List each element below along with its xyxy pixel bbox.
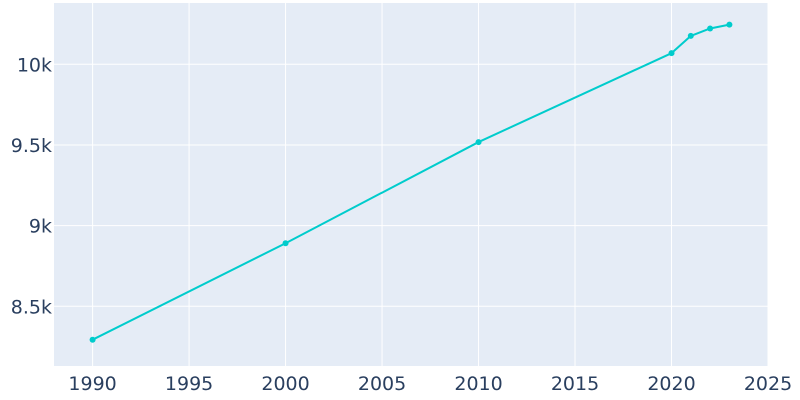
data-point (89, 336, 96, 343)
x-tick-label: 2020 (647, 373, 695, 395)
y-axis-ticks: 8.5k 9k 9.5k 10k (11, 54, 52, 318)
data-point (726, 21, 733, 28)
x-tick-label: 1990 (68, 373, 116, 395)
data-point (707, 25, 714, 32)
data-point (282, 240, 289, 247)
x-axis-ticks: 1990 1995 2000 2005 2010 2015 2020 2025 (68, 373, 792, 395)
gridlines (54, 3, 769, 366)
y-tick-label: 9.5k (11, 135, 52, 157)
x-tick-label: 2010 (454, 373, 502, 395)
y-tick-label: 10k (17, 54, 52, 76)
data-point (475, 139, 482, 146)
x-tick-label: 2025 (744, 373, 792, 395)
x-tick-label: 1995 (165, 373, 213, 395)
series-group (89, 21, 733, 343)
data-point (687, 32, 694, 39)
x-tick-label: 2000 (261, 373, 309, 395)
data-point (668, 50, 675, 57)
x-tick-label: 2015 (551, 373, 599, 395)
y-tick-label: 9k (29, 216, 52, 238)
x-tick-label: 2005 (358, 373, 406, 395)
y-tick-label: 8.5k (11, 296, 52, 318)
